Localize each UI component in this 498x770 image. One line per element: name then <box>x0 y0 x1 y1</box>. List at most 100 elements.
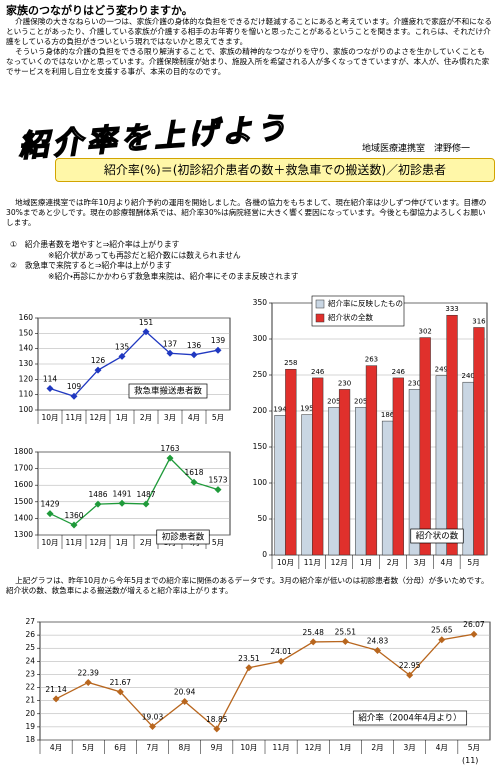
point <box>94 500 102 508</box>
point <box>70 521 78 529</box>
page-number: (11) <box>462 756 479 765</box>
y-tick-label: 150 <box>19 328 34 337</box>
bar <box>446 314 458 556</box>
note: ※紹介・再診にかかわらず救急車来院は、紹介率にそのまま反映されます <box>48 271 299 281</box>
y-tick-label: 120 <box>19 374 34 383</box>
y-tick-label: 110 <box>19 390 34 399</box>
value-label: 240 <box>462 372 475 380</box>
y-tick-label: 1400 <box>14 513 33 522</box>
value-label: 21.67 <box>110 678 132 687</box>
x-tick-label: 3月 <box>414 558 426 567</box>
value-label: 195 <box>300 405 313 413</box>
point <box>214 346 222 354</box>
legend-label: 紹介状の全数 <box>328 312 373 322</box>
bar <box>462 381 474 556</box>
y-tick-label: 0 <box>262 550 267 559</box>
plot-area <box>37 451 231 536</box>
value-label: 249 <box>435 366 448 374</box>
x-tick-label: 5月 <box>212 413 224 422</box>
x-tick-label: 2月 <box>140 413 152 422</box>
x-tick-label: 6月 <box>114 743 126 752</box>
value-label: 1487 <box>136 490 155 499</box>
value-label: 25.65 <box>431 626 453 635</box>
x-tick-label: 12月 <box>89 538 106 547</box>
x-tick-label: 1月 <box>339 743 351 752</box>
point <box>142 328 150 336</box>
y-tick-label: 19 <box>25 722 35 731</box>
value-label: 1360 <box>64 511 83 520</box>
formula: 紹介率(%)＝(初診紹介患者の数＋救急車での搬送数)／初診患者 <box>55 158 495 182</box>
y-tick-label: 100 <box>253 478 268 487</box>
x-tick-label: 4月 <box>441 558 453 567</box>
x-tick-label: 5月 <box>468 743 480 752</box>
bar <box>355 407 367 556</box>
heading: 家族のつながりはどう変わりますか。 <box>6 4 193 17</box>
point <box>277 657 285 665</box>
bar <box>301 414 313 556</box>
x-tick-label: 2月 <box>371 743 383 752</box>
bar <box>392 377 404 556</box>
value-label: 24.83 <box>367 636 389 645</box>
y-tick-label: 1800 <box>14 447 33 456</box>
y-tick-label: 25 <box>25 643 35 652</box>
value-label: 139 <box>211 336 226 345</box>
value-label: 151 <box>139 318 154 327</box>
chart-tag-box <box>156 529 210 545</box>
point <box>309 638 317 646</box>
value-label: 18.85 <box>206 715 228 724</box>
value-label: 20.94 <box>174 687 196 696</box>
value-label: 24.01 <box>270 647 292 656</box>
point <box>142 500 150 508</box>
point <box>118 499 126 507</box>
point <box>84 678 92 686</box>
x-tick-label: 2月 <box>140 538 152 547</box>
value-label: 22.95 <box>399 661 421 670</box>
note: ※紹介状があっても再診だと紹介数には数えられません <box>48 250 241 260</box>
value-label: 302 <box>419 328 432 336</box>
y-tick-label: 27 <box>25 617 35 626</box>
y-tick-label: 50 <box>257 514 267 523</box>
x-tick-label: 4月 <box>436 743 448 752</box>
y-tick-label: 160 <box>19 313 34 322</box>
x-tick-label: 11月 <box>304 558 321 567</box>
y-tick-label: 250 <box>253 370 268 379</box>
x-tick-label: 4月 <box>50 743 62 752</box>
x-tick-label: 4月 <box>188 413 200 422</box>
x-tick-label: 1月 <box>360 558 372 567</box>
legend-swatch <box>315 299 325 309</box>
y-tick-label: 350 <box>253 298 268 307</box>
x-tick-label: 5月 <box>82 743 94 752</box>
x-tick-label: 11月 <box>65 538 82 547</box>
point <box>438 636 446 644</box>
value-label: 136 <box>187 341 202 350</box>
value-label: 205 <box>354 397 367 405</box>
point <box>149 722 156 730</box>
point <box>341 638 349 646</box>
x-tick-label: 5月 <box>212 538 224 547</box>
value-label: 258 <box>284 359 297 367</box>
paragraph: 介護保険の大きなねらいの一つは、家族介護の身体的な負担をできるだけ軽減することに… <box>6 17 492 46</box>
value-label: 19.03 <box>142 712 164 721</box>
chart-title: 紹介状の数 <box>416 531 459 542</box>
chart-title: 初診患者数 <box>162 532 205 543</box>
y-tick-label: 200 <box>253 406 268 415</box>
bar <box>338 389 351 556</box>
point <box>214 486 222 494</box>
bar <box>473 327 485 556</box>
bar <box>435 375 447 556</box>
value-label: 126 <box>91 356 106 365</box>
point <box>190 351 198 359</box>
note: ① 紹介患者数を増やすと⇒紹介率は上がります <box>10 240 180 249</box>
y-tick-label: 21 <box>25 696 35 705</box>
point <box>470 630 478 638</box>
y-tick-label: 20 <box>25 709 35 718</box>
point <box>406 671 414 679</box>
y-tick-label: 100 <box>19 405 34 414</box>
series-line <box>49 330 219 397</box>
point <box>52 695 60 703</box>
y-tick-label: 1700 <box>14 464 33 473</box>
value-label: 26.07 <box>463 620 485 629</box>
value-label: 21.14 <box>45 685 67 694</box>
value-label: 135 <box>115 342 130 351</box>
value-label: 194 <box>273 405 287 413</box>
